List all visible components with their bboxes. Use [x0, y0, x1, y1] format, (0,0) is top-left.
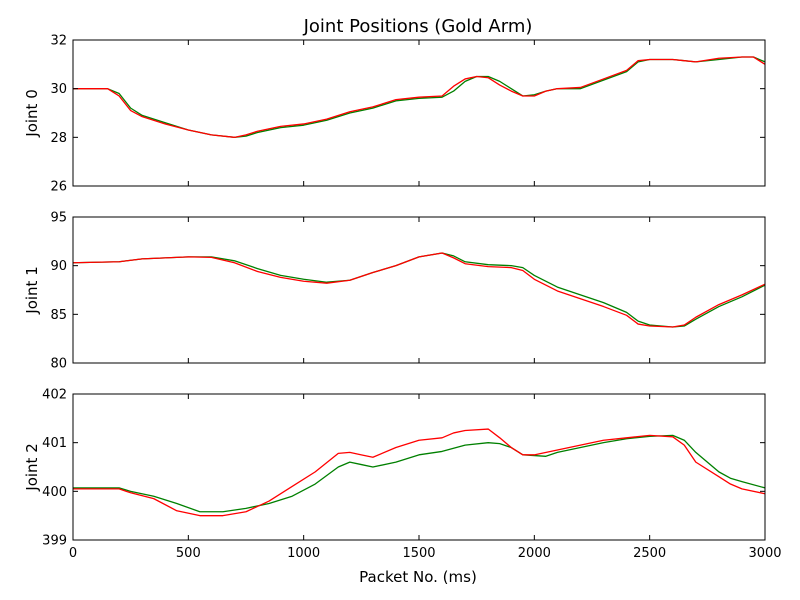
- y-axis-label-2: Joint 2: [23, 443, 41, 491]
- subplot-1: 80 85 90 95 Joint 1: [23, 211, 766, 372]
- y-tick-label-2-3: 402: [42, 388, 67, 403]
- x-axis-label: Packet No. (ms): [359, 568, 477, 586]
- series-line-0-1: [73, 56, 766, 138]
- chart-title: Joint Positions (Gold Arm): [303, 16, 533, 37]
- y-tick-label-1-3: 95: [50, 211, 67, 226]
- y-tick-label-2-0: 399: [42, 534, 67, 549]
- x-tick-label-1: 500: [176, 546, 201, 561]
- y-axis-label-0: Joint 0: [23, 89, 41, 137]
- subplot-panels: 26 28 30 32 Joint 0 80 85 90 95 Joint 1 399 400 401 4…: [23, 34, 782, 562]
- x-tick-label-3: 1500: [402, 546, 435, 561]
- y-tick-label-1-1: 85: [50, 308, 67, 323]
- y-tick-label-2-2: 401: [42, 436, 67, 451]
- subplot-2: 399 400 401 402 0 500 1000 1500 2000 2500 3000 Join…: [23, 388, 782, 562]
- series-line-2-1: [73, 428, 766, 517]
- x-tick-label-5: 2500: [633, 546, 666, 561]
- y-axis-label-1: Joint 1: [23, 266, 41, 314]
- y-tick-label-2-1: 400: [42, 485, 67, 500]
- series-line-2-0: [73, 434, 766, 513]
- y-tick-label-0-0: 26: [50, 180, 67, 195]
- x-tick-label-0: 0: [69, 546, 77, 561]
- y-tick-label-0-1: 28: [50, 131, 67, 146]
- subplot-0: 26 28 30 32 Joint 0: [23, 34, 766, 195]
- y-tick-label-0-3: 32: [50, 34, 67, 49]
- y-tick-label-1-2: 90: [50, 259, 67, 274]
- x-tick-label-4: 2000: [518, 546, 551, 561]
- y-tick-label-0-2: 30: [50, 82, 67, 97]
- x-tick-label-2: 1000: [287, 546, 320, 561]
- x-tick-label-6: 3000: [748, 546, 781, 561]
- y-tick-label-1-0: 80: [50, 357, 67, 372]
- series-line-1-1: [72, 252, 766, 328]
